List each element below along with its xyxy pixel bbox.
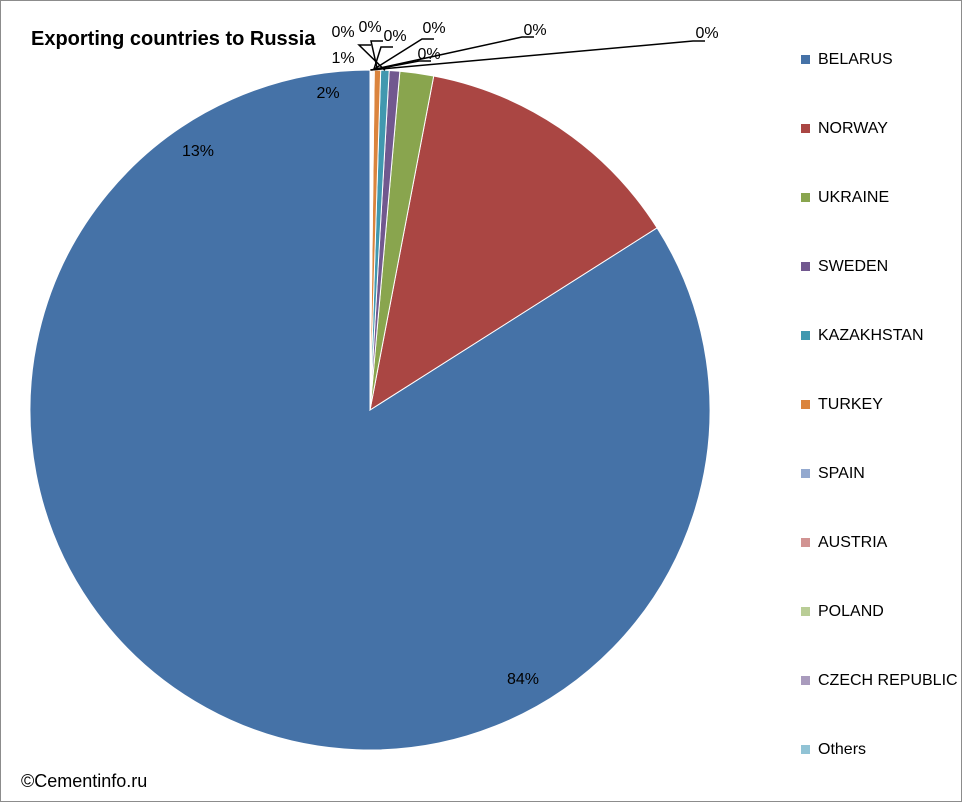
data-label: 0% <box>383 28 406 45</box>
chart-title: Exporting countries to Russia <box>31 28 316 50</box>
legend-swatch <box>801 55 810 64</box>
leader-line <box>372 38 434 71</box>
copyright-text: ©Cementinfo.ru <box>21 771 148 791</box>
pie-slice-others <box>369 69 372 411</box>
legend-swatch <box>801 607 810 616</box>
data-label: 0% <box>523 22 546 39</box>
data-label: 2% <box>316 85 339 102</box>
legend-swatch <box>801 538 810 547</box>
data-label: 84% <box>507 671 539 688</box>
data-label: 0% <box>422 20 445 37</box>
legend-label: NORWAY <box>818 120 888 137</box>
legend-label: Others <box>818 741 867 758</box>
legend-label: AUSTRIA <box>818 534 888 551</box>
legend-label: CZECH REPUBLIC <box>818 672 958 689</box>
data-label: 0% <box>331 24 354 41</box>
leader-line <box>372 46 393 71</box>
data-label: 0% <box>417 46 440 63</box>
leader-line <box>370 40 705 71</box>
legend-label: SWEDEN <box>818 258 889 275</box>
legend-label: SPAIN <box>818 465 865 482</box>
legend-label: POLAND <box>818 603 884 620</box>
pie-slice-norway <box>369 75 658 412</box>
legend-label: UKRAINE <box>818 189 890 206</box>
data-label: 0% <box>358 19 381 36</box>
legend-swatch <box>801 124 810 133</box>
leader-line <box>370 36 534 71</box>
data-label: 0% <box>695 25 718 42</box>
legend-swatch <box>801 469 810 478</box>
legend-swatch <box>801 331 810 340</box>
data-label: 13% <box>182 143 214 160</box>
leader-line <box>370 40 383 71</box>
legend-swatch <box>801 193 810 202</box>
legend-swatch <box>801 676 810 685</box>
legend-label: KAZAKHSTAN <box>818 327 924 344</box>
legend-label: TURKEY <box>818 396 883 413</box>
legend-swatch <box>801 745 810 754</box>
legend-swatch <box>801 262 810 271</box>
data-label: 1% <box>331 50 354 67</box>
legend-swatch <box>801 400 810 409</box>
legend-label: BELARUS <box>818 51 893 68</box>
